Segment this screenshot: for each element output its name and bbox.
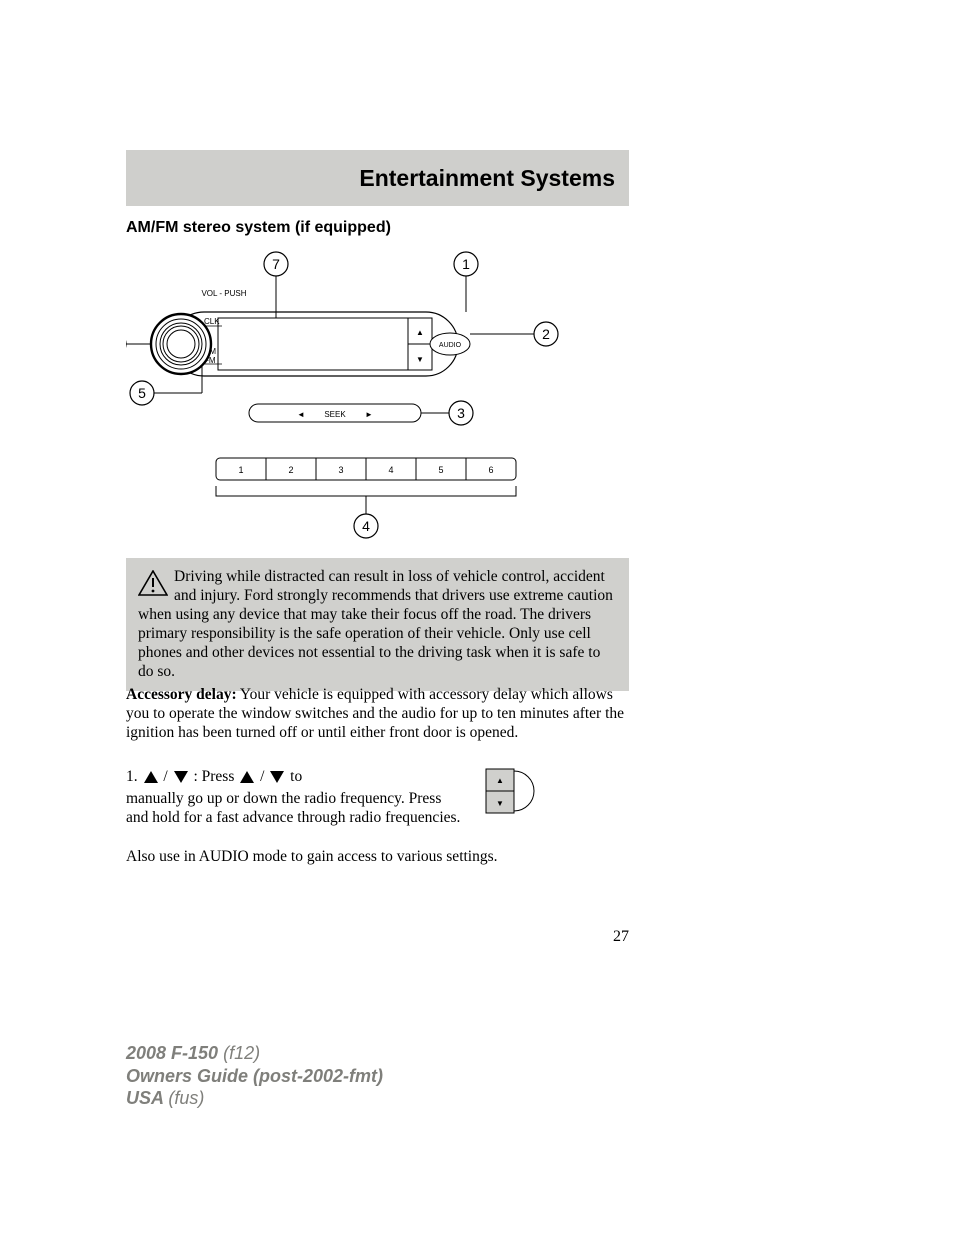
svg-text:6: 6 (488, 465, 493, 475)
footer-guide: Owners Guide (post-2002-fmt) (126, 1066, 383, 1086)
footer-region: USA (126, 1088, 168, 1108)
triangle-up-icon (240, 771, 254, 783)
svg-text:◄: ◄ (297, 410, 305, 419)
svg-text:5: 5 (138, 385, 146, 401)
preset-row: 1 2 3 4 5 6 (216, 458, 516, 480)
svg-text:▼: ▼ (496, 799, 504, 808)
vol-push-label: VOL - PUSH (201, 289, 246, 298)
audio-label: AUDIO (439, 342, 462, 349)
footer: 2008 F-150 (f12) Owners Guide (post-2002… (126, 1042, 383, 1110)
header-title: Entertainment Systems (359, 165, 615, 192)
seek-label: SEEK (324, 410, 346, 419)
step1-line: 1. / : Press / to (126, 765, 466, 788)
header-bar: Entertainment Systems (126, 150, 629, 206)
section-subheading: AM/FM stereo system (if equipped) (126, 219, 391, 237)
svg-text:4: 4 (388, 465, 393, 475)
warning-icon (138, 570, 168, 596)
step1-body: manually go up or down the radio frequen… (126, 790, 466, 828)
svg-text:7: 7 (272, 256, 280, 272)
svg-text:4: 4 (362, 518, 370, 534)
triangle-down-icon (270, 771, 284, 783)
footer-model: 2008 F-150 (126, 1043, 223, 1063)
svg-text:►: ► (365, 410, 373, 419)
step1-prefix: 1. (126, 768, 142, 785)
radio-diagram: VOL - PUSH ▲ ▼ CLK AM FM AU (126, 244, 566, 544)
footer-code1: (f12) (223, 1043, 260, 1063)
warning-box: Driving while distracted can result in l… (126, 558, 629, 691)
svg-text:2: 2 (288, 465, 293, 475)
accessory-paragraph: Accessory delay: Your vehicle is equippe… (126, 686, 629, 743)
svg-text:▼: ▼ (416, 355, 424, 364)
svg-text:▲: ▲ (496, 776, 504, 785)
svg-text:1: 1 (462, 256, 470, 272)
display-screen (218, 318, 408, 370)
accessory-label: Accessory delay: (126, 686, 237, 703)
step1-mid: : Press (190, 768, 239, 785)
step1-tail: Also use in AUDIO mode to gain access to… (126, 848, 629, 867)
svg-text:2: 2 (542, 326, 550, 342)
mini-updown-diagram: ▲ ▼ (484, 765, 546, 825)
svg-text:1: 1 (238, 465, 243, 475)
clk-label: CLK (204, 317, 220, 326)
step1-suffix: to (290, 768, 302, 785)
page-number: 27 (613, 928, 629, 946)
svg-text:3: 3 (338, 465, 343, 475)
svg-text:3: 3 (457, 405, 465, 421)
triangle-down-icon (174, 771, 188, 783)
page: Entertainment Systems AM/FM stereo syste… (0, 0, 954, 1235)
triangle-up-icon (144, 771, 158, 783)
svg-text:▲: ▲ (416, 328, 424, 337)
footer-code3: (fus) (168, 1088, 204, 1108)
svg-text:5: 5 (438, 465, 443, 475)
warning-text: Driving while distracted can result in l… (138, 568, 613, 680)
